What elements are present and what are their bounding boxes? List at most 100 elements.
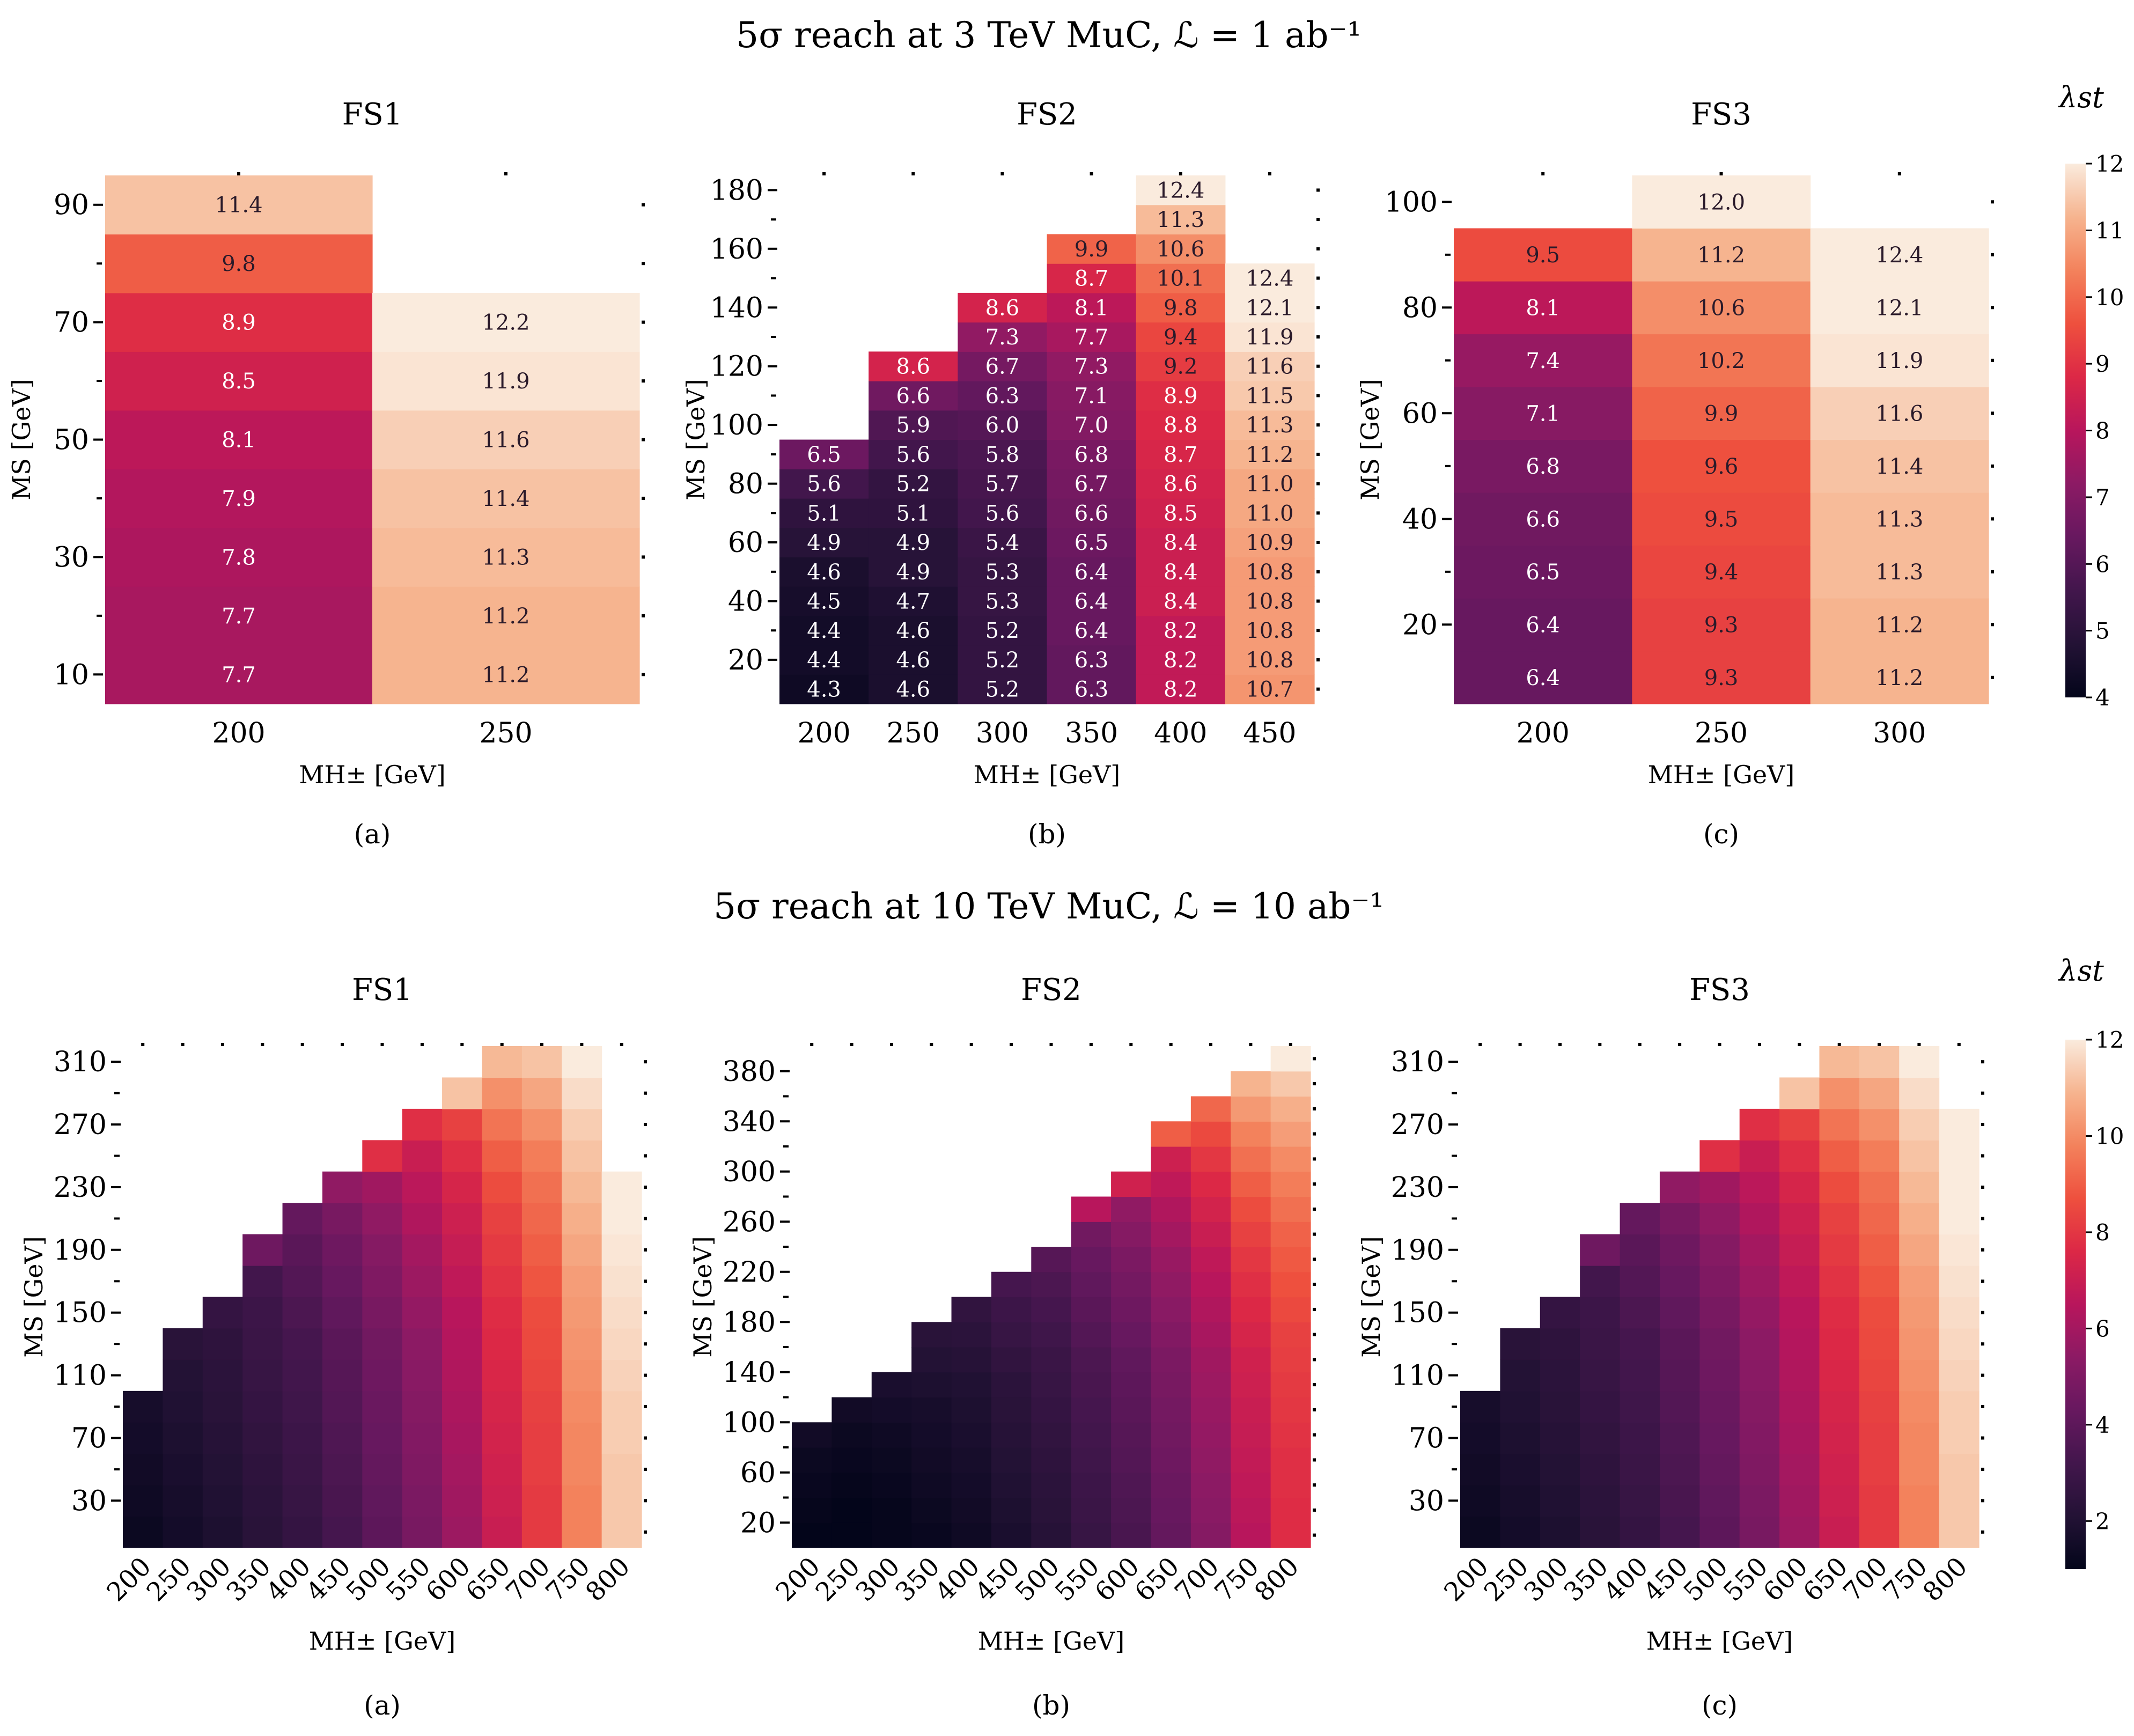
heatmap-cell [1047, 439, 1137, 469]
y-tick-label: 30 [1409, 1485, 1444, 1517]
heatmap-cell [242, 1359, 283, 1392]
cell-value-label: 8.7 [1075, 267, 1109, 291]
right-minor-tick [1313, 1533, 1316, 1537]
right-minor-tick [1991, 570, 1994, 573]
cell-value-label: 5.9 [896, 413, 930, 438]
heatmap-cell [871, 1397, 912, 1423]
heatmap-cell [105, 175, 373, 235]
heatmap-cell [1071, 1322, 1112, 1348]
heatmap-cell [911, 1372, 952, 1398]
heatmap-cell [372, 469, 640, 528]
right-minor-tick [1313, 1157, 1316, 1161]
heatmap-cell [911, 1522, 952, 1548]
panel-title: FS1 [352, 973, 413, 1007]
heatmap-cell [779, 498, 869, 528]
top-minor-tick [1837, 1043, 1841, 1046]
heatmap-cell [958, 645, 1048, 675]
heatmap-cell [105, 527, 373, 587]
heatmap-cell [1231, 1322, 1271, 1348]
heatmap-cell [779, 557, 869, 587]
heatmap-cell [1190, 1397, 1231, 1423]
heatmap-cell [521, 1422, 562, 1454]
heatmap-cell [562, 1328, 602, 1360]
heatmap-cell [322, 1485, 363, 1517]
heatmap-cell [322, 1328, 363, 1360]
cell-value-label: 6.7 [1075, 472, 1109, 497]
right-minor-tick [1316, 658, 1320, 661]
heatmap-cell [958, 557, 1048, 587]
heatmap-cell [1739, 1140, 1780, 1172]
heatmap-cell [1151, 1297, 1191, 1322]
cell-value-label: 5.2 [896, 472, 930, 497]
heatmap-cell [442, 1234, 483, 1266]
heatmap-cell [1454, 334, 1632, 387]
heatmap-cell [362, 1203, 403, 1235]
right-minor-tick [644, 1499, 647, 1503]
heatmap-cell [402, 1453, 443, 1485]
heatmap-cell [1031, 1447, 1072, 1473]
cell-value-label: 8.1 [1526, 296, 1560, 320]
top-minor-tick [1878, 1043, 1881, 1046]
heatmap-cell [1859, 1297, 1900, 1329]
heatmap-cell [601, 1297, 642, 1329]
heatmap-cell [871, 1447, 912, 1473]
heatmap-cell [1225, 469, 1315, 499]
heatmap-cell [1659, 1203, 1700, 1235]
heatmap-cell [1939, 1108, 1980, 1141]
heatmap-cell [1111, 1372, 1152, 1398]
heatmap-cell [951, 1397, 992, 1423]
heatmap-cell [1620, 1391, 1660, 1423]
top-minor-tick [460, 1043, 464, 1046]
heatmap-cell [1190, 1447, 1231, 1473]
right-minor-tick [1316, 188, 1320, 192]
heatmap-cell [1899, 1234, 1940, 1266]
top-minor-tick [620, 1043, 623, 1046]
heatmap-cell [1939, 1391, 1980, 1423]
heatmap-cell [958, 498, 1048, 528]
heatmap-cell [1859, 1328, 1900, 1360]
heatmap-cell [372, 527, 640, 587]
heatmap-cell [1190, 1522, 1231, 1548]
right-minor-tick [642, 320, 645, 324]
heatmap-cell [1231, 1472, 1271, 1498]
heatmap-cell [521, 1171, 562, 1203]
heatmap-cell [482, 1140, 523, 1172]
heatmap-cell [1111, 1271, 1152, 1298]
cell-value-label: 9.6 [1704, 454, 1739, 479]
right-minor-tick [1316, 364, 1320, 368]
heatmap-cell [1231, 1121, 1271, 1147]
heatmap-cell [1659, 1328, 1700, 1360]
heatmap-cell [402, 1359, 443, 1392]
heatmap-cell [1231, 1271, 1271, 1298]
cell-value-label: 8.5 [222, 369, 256, 394]
cell-value-label: 10.1 [1157, 267, 1204, 291]
heatmap-cell [1047, 263, 1137, 293]
heatmap-cell [123, 1391, 163, 1423]
heatmap-cell [1632, 492, 1811, 546]
heatmap-cell [1270, 1497, 1311, 1523]
panel-caption: (b) [1032, 1690, 1070, 1721]
heatmap-cell [1047, 498, 1137, 528]
heatmap-cell [1071, 1297, 1112, 1322]
y-tick-label: 150 [54, 1297, 107, 1329]
heatmap-cell [991, 1297, 1032, 1322]
right-minor-tick [1313, 1207, 1316, 1211]
cell-value-label: 5.2 [985, 648, 1020, 673]
y-axis-label: MS [GeV] [1357, 1236, 1386, 1357]
top-minor-tick [1558, 1043, 1562, 1046]
cell-value-label: 6.3 [1075, 678, 1109, 702]
right-minor-tick [1981, 1154, 1984, 1158]
heatmap-cell [1225, 615, 1315, 646]
cell-value-label: 12.4 [1875, 243, 1923, 268]
right-minor-tick [644, 1186, 647, 1189]
heatmap-cell [1031, 1472, 1072, 1498]
heatmap-cell [1620, 1485, 1660, 1517]
y-tick-label: 190 [54, 1234, 107, 1267]
cell-value-label: 4.9 [807, 531, 841, 555]
colorbar-gradient [2065, 164, 2086, 697]
heatmap-cell [951, 1297, 992, 1322]
heatmap-cell [402, 1108, 443, 1141]
y-tick-label: 20 [740, 1507, 776, 1539]
cell-value-label: 7.7 [222, 604, 256, 629]
heatmap-cell [482, 1453, 523, 1485]
